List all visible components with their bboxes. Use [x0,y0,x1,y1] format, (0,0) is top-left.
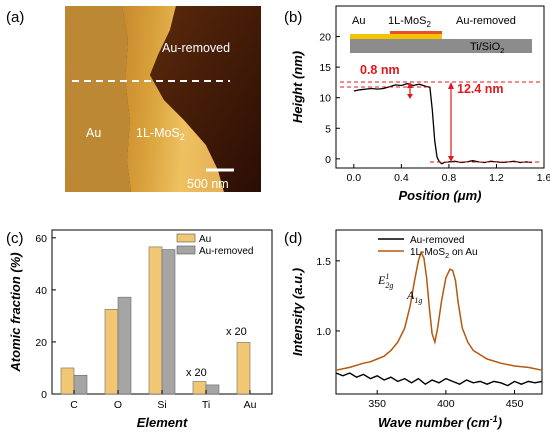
series-mos2-on-au-line [335,250,543,371]
legend-label-au-removed: Au-removed [199,246,253,257]
schematic-au-under-mos2 [408,34,442,39]
layer-schematic: Au 1L-MoS2 Au-removed Ti/SiO2 [350,15,532,55]
bar-au-c [60,367,75,395]
peak-label-e2g: E1 2g [377,272,393,290]
afm-label-au: Au [86,126,101,140]
panel-c-xtick-label: Si [157,399,166,411]
panel-label-b: (b) [284,9,302,26]
panel-b-axes-frame [335,5,545,169]
afm-mos2-region [122,6,224,192]
panel-d-axes-frame [335,229,543,395]
panel-c-bars: C O Si Ti Au [60,246,257,411]
annotation-0-8nm: 0.8 nm [360,63,400,77]
panel-c-xlabel: Element [137,415,188,430]
bar-au-o [104,309,119,395]
panel-c-legend: Au Au-removed [176,233,253,257]
bar-au-removed-ti [205,384,220,395]
panel-c-ticks: 0 20 40 60 [35,233,56,401]
arrow-small-head-top [407,82,413,88]
height-profile-chart: 0.0 0.4 0.8 1.2 1.6 0 5 10 15 20 Position (μm) He… [290,5,550,203]
legend-label-mos2: 1L-MoS2 on Au [410,247,478,260]
peak-label-a1g: A1g [406,288,422,305]
series-au-removed-line [335,372,543,387]
panel-d-ytick-label: 1.5 [316,256,331,268]
panel-b-xtick-label: 1.6 [537,172,550,184]
panel-d-legend: Au-removed 1L-MoS2 on Au [378,235,478,260]
panel-label-a: (a) [6,9,24,26]
panel-d-xtick-label: 350 [368,398,386,410]
panel-b-ytick-label: 5 [325,123,331,135]
panel-d-xtick-label: 450 [506,398,524,410]
panel-c-ytick-label: 20 [35,337,47,349]
panel-c-xtick-label: C [70,399,78,411]
panel-b-xtick-label: 0.8 [442,172,457,184]
schematic-label-mos2: 1L-MoS2 [388,15,432,29]
arrow-large-head-bottom [448,156,454,162]
afm-image: Au-removed Au 1L-MoS2 500 nm [65,6,261,192]
legend-label-au: Au [199,234,211,245]
annotation-ti-x20: x 20 [186,367,207,379]
panel-b-ticks: 0.0 0.4 0.8 1.2 1.6 0 5 10 15 20 [319,32,550,184]
atomic-fraction-chart: 0 20 40 60 C O Si Ti Au Element Atomic fraction… [8,229,273,430]
panel-c-ytick-label: 0 [41,389,47,401]
schematic-label-substrate: Ti/SiO2 [470,41,504,55]
panel-b-xtick-label: 0.4 [394,172,409,184]
annotation-au-x20: x 20 [226,326,247,338]
panel-label-d: (d) [284,230,302,247]
schematic-mos2-layer [390,31,442,34]
legend-swatch-au-removed [176,245,196,255]
schematic-substrate [350,39,532,53]
arrow-large-head-top [448,82,454,89]
panel-b-ytick-label: 15 [319,62,331,74]
panel-b-xlabel: Position (μm) [399,188,482,203]
panel-c-xtick-label: Au [244,399,257,411]
bar-au-removed-c [73,374,88,395]
panel-c-ytick-label: 40 [35,285,47,297]
annotation-12-4nm: 12.4 nm [457,82,504,96]
bar-au-si [148,246,163,395]
bar-au-au [236,342,251,395]
panel-c-ylabel: Atomic fraction (%) [8,252,23,372]
panel-d-ylabel: Intensity (a.u.) [290,268,305,356]
legend-label-au-removed-d: Au-removed [410,235,464,246]
panel-b-ytick-label: 20 [319,32,331,44]
schematic-label-au: Au [352,15,365,27]
panel-d-ytick-label: 1.0 [316,326,331,338]
schematic-au-layer [350,34,408,39]
panel-b-ytick-label: 10 [319,93,331,105]
height-annotations: 0.8 nm 12.4 nm [340,63,542,163]
panel-label-c: (c) [6,230,24,247]
panel-d-ticks: 350 400 450 1.0 1.5 [316,256,523,410]
schematic-label-au-removed: Au-removed [456,15,516,27]
panel-d-xlabel: Wave number (cm-1) [378,414,502,430]
legend-swatch-au [176,233,196,243]
bar-au-removed-si [161,249,176,395]
bar-au-removed-o [117,296,132,395]
panel-b-ylabel: Height (nm) [290,51,305,123]
panel-c-ytick-label: 60 [35,233,47,245]
afm-scale-label: 500 nm [187,177,229,191]
afm-au-region-grain [65,6,131,192]
panel-b-ytick-label: 0 [325,154,331,166]
raman-spectra-chart: 350 400 450 1.0 1.5 Wave number (cm-1) Inten… [290,229,543,430]
afm-au-removed-region [150,6,261,192]
arrow-small-head-bottom [407,94,413,99]
panel-c-xtick-label: Ti [202,399,210,411]
panel-b-xtick-label: 0.0 [347,172,362,184]
panel-d-xtick-label: 400 [437,398,455,410]
bar-au-ti [192,381,207,395]
afm-label-mos2: 1L-MoS2 [136,126,185,142]
panel-b-xtick-label: 1.2 [489,172,504,184]
afm-label-au-removed: Au-removed [162,41,230,55]
height-profile-line [353,82,533,165]
panel-c-xtick-label: O [114,399,122,411]
